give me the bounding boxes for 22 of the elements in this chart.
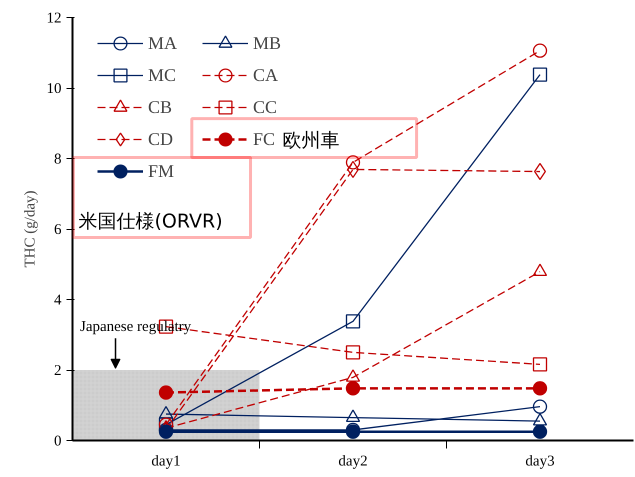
annotation: 米国仕様(ORVR)	[78, 210, 223, 233]
x-tick-label: day2	[338, 454, 368, 470]
y-axis-title: THC (g/day)	[22, 190, 38, 268]
y-tick-label: 10	[46, 81, 62, 97]
x-tick-label: day3	[525, 454, 555, 470]
y-tick-label: 8	[54, 152, 62, 168]
legend-label: FM	[148, 160, 174, 182]
legend-label: MC	[148, 64, 176, 86]
legend-label: CC	[253, 96, 278, 118]
legend-label: CD	[148, 128, 174, 150]
legend-label: MB	[253, 32, 282, 54]
x-tick-label: day1	[151, 454, 181, 470]
legend-label: MA	[148, 32, 178, 54]
y-tick-label: 2	[54, 363, 62, 379]
y-tick-label: 12	[46, 10, 62, 26]
legend-label: CB	[148, 96, 172, 118]
y-tick-label: 0	[54, 434, 62, 450]
legend-label: FC	[253, 128, 276, 150]
annotation: 欧州車	[282, 130, 340, 152]
y-tick-label: 6	[54, 222, 62, 238]
legend-label: CA	[253, 64, 278, 86]
y-tick-label: 4	[54, 292, 62, 308]
